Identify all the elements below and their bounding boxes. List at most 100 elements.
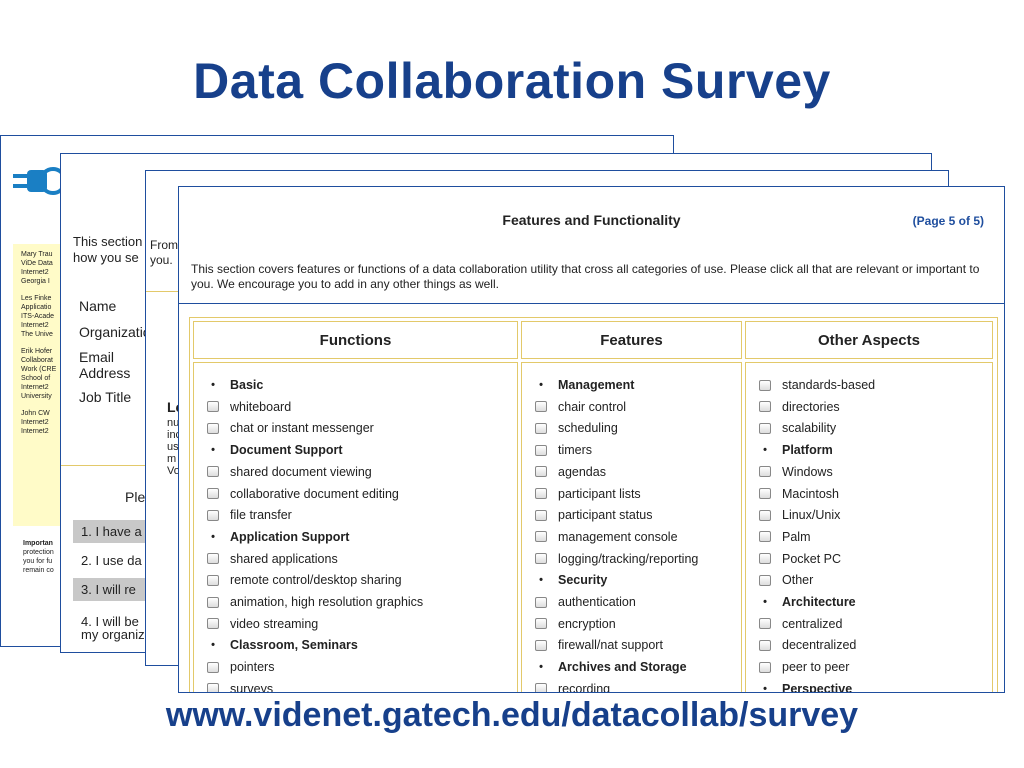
category-heading: • Document Support (207, 441, 342, 459)
checkbox-icon[interactable] (535, 553, 547, 565)
item-label: remote control/desktop sharing (230, 573, 402, 588)
category-heading: • Classroom, Seminars (207, 636, 358, 654)
checkbox-icon[interactable] (759, 422, 771, 434)
checkbox-icon[interactable] (535, 531, 547, 543)
feature-option[interactable]: agendas (535, 463, 606, 481)
checkbox-icon[interactable] (207, 661, 219, 673)
item-label: Classroom, Seminars (230, 638, 358, 653)
column-header-features: Features (521, 321, 742, 359)
checkbox-icon[interactable] (535, 596, 547, 608)
slide-title: Data Collaboration Survey (193, 53, 831, 109)
survey-url: www.videnet.gatech.edu/datacollab/survey (165, 696, 859, 734)
feature-option[interactable]: Macintosh (759, 485, 839, 503)
contact-line: Mary Trau (21, 251, 53, 258)
feature-option[interactable]: standards-based (759, 376, 875, 394)
feature-option[interactable]: firewall/nat support (535, 636, 663, 654)
checkbox-icon[interactable] (535, 466, 547, 478)
contact-line: The Unive (21, 331, 53, 338)
item-label: whiteboard (230, 399, 292, 414)
feature-option[interactable]: file transfer (207, 506, 292, 524)
feature-option[interactable]: shared applications (207, 550, 338, 568)
feature-option[interactable]: peer to peer (759, 658, 849, 676)
contact-line: Internet2 (21, 384, 49, 391)
option-1[interactable]: 1. I have a (73, 520, 163, 543)
checkbox-icon[interactable] (759, 553, 771, 565)
checkbox-icon[interactable] (207, 553, 219, 565)
feature-option[interactable]: pointers (207, 658, 274, 676)
checkbox-icon[interactable] (759, 379, 771, 391)
checkbox-icon[interactable] (207, 509, 219, 521)
checkbox-icon[interactable] (759, 488, 771, 499)
feature-option[interactable]: directories (759, 398, 840, 416)
feature-option[interactable]: encryption (535, 615, 616, 633)
checkbox-icon[interactable] (535, 444, 547, 456)
checkbox-icon[interactable] (759, 661, 771, 673)
checkbox-icon[interactable] (207, 683, 219, 692)
bullet-icon: • (763, 444, 767, 457)
feature-option[interactable]: Linux/Unix (759, 506, 840, 524)
checkbox-icon[interactable] (759, 531, 771, 543)
text-fragment: m (167, 453, 177, 465)
contact-line: Internet2 (21, 322, 49, 329)
option-3[interactable]: 3. I will re (73, 578, 163, 601)
checkbox-icon[interactable] (759, 509, 771, 521)
feature-option[interactable]: authentication (535, 593, 636, 611)
feature-option[interactable]: animation, high resolution graphics (207, 593, 423, 611)
checkbox-icon[interactable] (535, 683, 547, 692)
checkbox-icon[interactable] (535, 422, 547, 434)
checkbox-icon[interactable] (759, 618, 771, 630)
option-2[interactable]: 2. I use da (81, 553, 142, 568)
checkbox-icon[interactable] (535, 488, 547, 499)
feature-option[interactable]: whiteboard (207, 398, 291, 416)
item-label: timers (558, 443, 593, 458)
category-heading: • Management (535, 376, 634, 394)
feature-option[interactable]: scalability (759, 419, 836, 437)
feature-option[interactable]: chair control (535, 398, 626, 416)
checkbox-icon[interactable] (535, 509, 547, 521)
feature-option[interactable]: management console (535, 528, 678, 546)
item-label: Linux/Unix (782, 508, 841, 523)
checkbox-icon[interactable] (207, 596, 219, 608)
feature-option[interactable]: scheduling (535, 419, 618, 437)
checkbox-icon[interactable] (207, 466, 219, 478)
feature-option[interactable]: participant lists (535, 485, 641, 503)
checkbox-icon[interactable] (535, 618, 547, 630)
contact-line: Applicatio (21, 304, 52, 311)
features-table: Functions Features Other Aspects • Basic w… (189, 317, 998, 692)
address-field-label: Address (79, 365, 131, 381)
category-heading: • Security (535, 571, 607, 589)
feature-option[interactable]: video streaming (207, 615, 318, 633)
feature-option[interactable]: timers (535, 441, 592, 459)
checkbox-icon[interactable] (535, 401, 547, 413)
item-label: pointers (230, 660, 275, 675)
option-4[interactable]: 4. I will be (81, 614, 139, 629)
feature-option[interactable]: remote control/desktop sharing (207, 571, 402, 589)
checkbox-icon[interactable] (207, 401, 219, 413)
bullet-icon: • (211, 444, 215, 457)
feature-option[interactable]: recording (535, 680, 610, 692)
checkbox-icon[interactable] (759, 401, 771, 413)
feature-option[interactable]: surveys (207, 680, 273, 692)
checkbox-icon[interactable] (759, 639, 771, 651)
feature-option[interactable]: chat or instant messenger (207, 419, 374, 437)
checkbox-icon[interactable] (207, 488, 219, 499)
column-other-aspects: standards-based directories scalability • Pl… (745, 362, 993, 692)
checkbox-icon[interactable] (207, 422, 219, 434)
feature-option[interactable]: decentralized (759, 636, 856, 654)
feature-option[interactable]: centralized (759, 615, 842, 633)
checkbox-icon[interactable] (759, 574, 771, 586)
text-fragments: nu inc us m Vo (167, 417, 181, 477)
feature-option[interactable]: Palm (759, 528, 810, 546)
checkbox-icon[interactable] (207, 618, 219, 630)
feature-option[interactable]: participant status (535, 506, 653, 524)
feature-option[interactable]: Windows (759, 463, 833, 481)
feature-option[interactable]: shared document viewing (207, 463, 372, 481)
feature-option[interactable]: Pocket PC (759, 550, 841, 568)
checkbox-icon[interactable] (535, 639, 547, 651)
feature-option[interactable]: Other (759, 571, 813, 589)
checkbox-icon[interactable] (207, 574, 219, 586)
feature-option[interactable]: logging/tracking/reporting (535, 550, 698, 568)
feature-option[interactable]: collaborative document editing (207, 485, 399, 503)
from-line: you. (150, 253, 173, 267)
checkbox-icon[interactable] (759, 466, 771, 478)
